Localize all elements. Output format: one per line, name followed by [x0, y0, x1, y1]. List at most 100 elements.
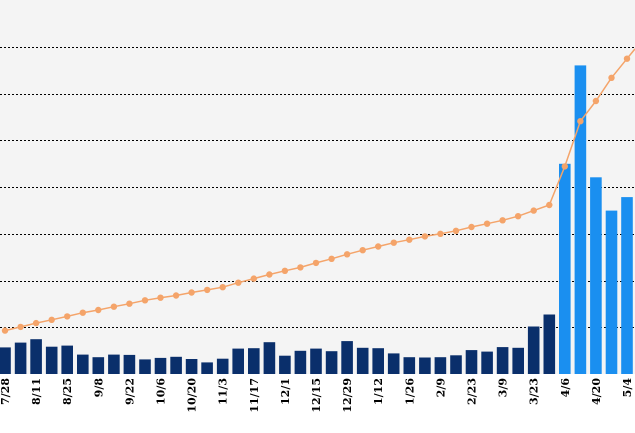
tick-label-8/25: 8/25 — [61, 378, 74, 405]
bar-4/27 — [605, 210, 618, 374]
tick-label-7/28: 7/28 — [0, 378, 12, 405]
bar-11/17 — [248, 348, 260, 374]
line-point-4/27 — [608, 74, 615, 82]
bar-11/3 — [216, 358, 229, 374]
line-point-2/16 — [452, 227, 460, 234]
tick-label-3/23: 3/23 — [528, 378, 541, 405]
gridlines — [0, 47, 635, 328]
bar-5/4 — [621, 197, 633, 374]
line-point-9/22 — [126, 300, 133, 307]
line-point-3/9 — [499, 217, 506, 224]
line-point-10/6 — [157, 294, 164, 301]
bar-12/29 — [341, 341, 353, 374]
line-point-1/12 — [375, 243, 382, 250]
x-axis-tick-labels: 7/28 8/11 8/25 9/8 9/22 10/6 10/20 11/3 11/17 12/… — [0, 378, 634, 413]
line-point-1/19 — [390, 239, 397, 246]
line-point-4/13 — [577, 118, 584, 125]
bar-4/20 — [590, 177, 602, 374]
tick-label-1/26: 1/26 — [403, 378, 416, 405]
line-point-4/20 — [592, 97, 600, 105]
tick-label-9/8: 9/8 — [92, 378, 105, 398]
bar-9/29 — [139, 359, 151, 374]
tick-label-11/3: 11/3 — [217, 378, 230, 405]
line-point-2/9 — [437, 230, 444, 237]
bar-3/16 — [512, 347, 524, 374]
bar-1/5 — [356, 347, 369, 374]
line-point-12/29 — [343, 251, 351, 258]
bar-8/18 — [45, 346, 58, 374]
line-point-11/24 — [266, 271, 273, 278]
line-point-12/22 — [328, 255, 335, 262]
line-point-12/15 — [312, 259, 320, 267]
line-point-3/30 — [546, 201, 553, 209]
bar-3/2 — [481, 351, 493, 374]
bar-8/4 — [14, 342, 27, 374]
bar-4/6 — [559, 163, 571, 374]
tick-label-9/22: 9/22 — [123, 378, 136, 405]
line-point-8/11 — [32, 319, 40, 327]
bar-11/10 — [232, 348, 244, 374]
bar-8/25 — [61, 345, 73, 374]
line-point-3/16 — [514, 213, 522, 220]
bar-1/26 — [403, 357, 416, 374]
line-point-3/2 — [483, 220, 491, 227]
tick-label-12/15: 12/15 — [310, 378, 323, 413]
line-series — [1, 48, 635, 334]
bar-10/13 — [170, 356, 182, 374]
line-point-8/4 — [17, 323, 24, 331]
bar-12/15 — [310, 348, 322, 374]
line-point-12/8 — [297, 264, 304, 271]
bar-series — [0, 65, 633, 375]
line-point-10/27 — [204, 286, 211, 294]
tick-label-2/9: 2/9 — [434, 378, 447, 397]
line-point-7/28 — [1, 327, 9, 334]
bar-3/9 — [496, 347, 509, 374]
bar-7/28 — [0, 347, 11, 374]
tick-label-12/29: 12/29 — [341, 378, 354, 413]
bar-1/12 — [372, 348, 384, 374]
tick-label-4/6: 4/6 — [559, 378, 572, 398]
line-point-9/15 — [110, 303, 118, 310]
line-point-9/1 — [79, 309, 87, 316]
line-point-1/26 — [406, 236, 413, 243]
line-point-11/17 — [250, 275, 257, 282]
tick-label-11/17: 11/17 — [248, 378, 261, 413]
line-point-10/13 — [172, 292, 180, 299]
line-point-11/3 — [219, 284, 226, 291]
line-point-10/20 — [188, 289, 195, 296]
bar-4/13 — [574, 65, 587, 375]
line-point-1/5 — [359, 247, 366, 254]
bar-2/2 — [419, 357, 431, 374]
line-point-4/6 — [561, 163, 568, 170]
bar-9/1 — [77, 354, 89, 374]
line-point-3/23 — [530, 207, 537, 214]
line-point-12/1 — [281, 267, 289, 274]
tick-label-10/6: 10/6 — [155, 378, 168, 405]
line-point-11/10 — [235, 279, 242, 286]
bar-10/20 — [185, 359, 198, 374]
line-point-9/29 — [141, 297, 149, 304]
bar-10/6 — [154, 357, 167, 374]
line-point-8/25 — [63, 313, 71, 320]
line-point-2/23 — [468, 223, 475, 231]
tick-label-3/9: 3/9 — [497, 378, 510, 397]
bar-12/1 — [279, 355, 291, 374]
bar-12/22 — [325, 351, 338, 374]
tick-label-12/1: 12/1 — [279, 378, 292, 405]
tick-label-8/11: 8/11 — [30, 378, 43, 405]
tick-label-10/20: 10/20 — [186, 378, 199, 413]
bar-12/8 — [294, 350, 307, 374]
line-point-9/8 — [95, 306, 102, 314]
line-point-2/2 — [421, 233, 429, 240]
bar-9/22 — [123, 354, 136, 374]
bar-9/8 — [92, 357, 105, 374]
bar-11/24 — [263, 342, 276, 374]
bar-2/16 — [450, 355, 462, 374]
bar-2/9 — [434, 357, 447, 374]
tick-label-5/4: 5/4 — [621, 378, 634, 398]
tick-label-1/12: 1/12 — [372, 378, 385, 405]
bar-9/15 — [108, 354, 120, 374]
tick-label-2/23: 2/23 — [466, 378, 479, 405]
